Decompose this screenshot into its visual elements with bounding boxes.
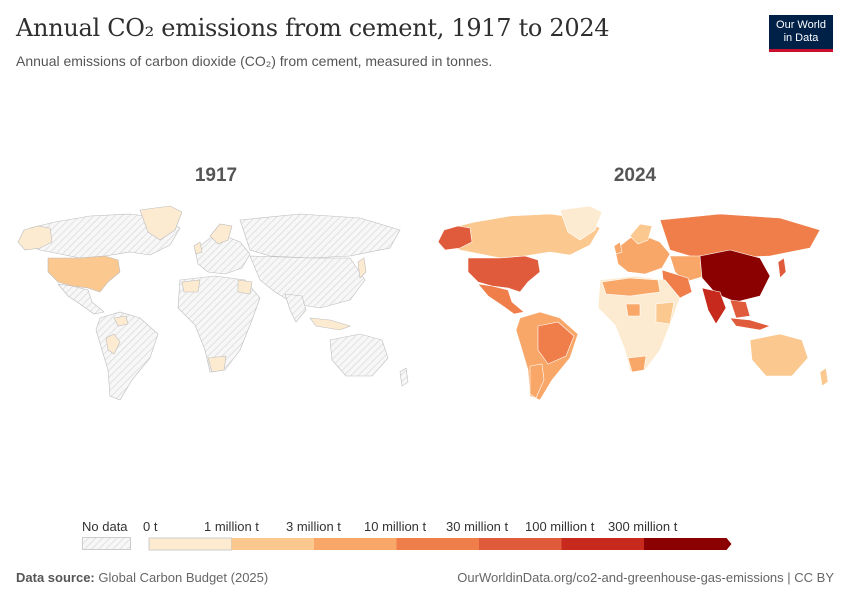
map-1917-south-africa[interactable] (207, 355, 227, 373)
map-2024-canada[interactable] (437, 213, 601, 259)
map-1917-mexico[interactable] (57, 283, 105, 315)
map-year-2024: 2024 (613, 165, 657, 186)
map-2024-southeast-asia[interactable] (729, 299, 751, 319)
map-1917-russia[interactable] (239, 213, 401, 259)
data-source: Data source: Global Carbon Budget (2025) (16, 570, 268, 585)
map-2024-alaska[interactable] (437, 225, 473, 251)
map-2024-scandinavia[interactable] (629, 223, 653, 245)
map-1917-australia[interactable] (329, 333, 389, 377)
world-map-1917 (17, 205, 409, 401)
map-2024-new-zealand[interactable] (819, 367, 829, 387)
map-1917-brazil[interactable] (105, 333, 121, 355)
map-2024-greenland[interactable] (559, 205, 603, 241)
map-1917-africa[interactable] (177, 275, 261, 373)
legend-swatch-1[interactable] (231, 538, 315, 550)
legend-bin-label-6: 300 million t (608, 519, 678, 534)
legend-swatch-0[interactable] (148, 537, 232, 551)
legend-no-data-swatch[interactable] (82, 537, 132, 551)
map-2024-russia[interactable] (659, 213, 821, 259)
source-url[interactable]: OurWorldinData.org/co2-and-greenhouse-ga… (457, 570, 834, 585)
map-2024-south-africa[interactable] (627, 355, 647, 373)
map-1917-north-africa[interactable] (181, 279, 201, 293)
legend-bin-label-1: 1 million t (204, 519, 259, 534)
map-1917-india[interactable] (284, 293, 307, 323)
logo-line-1: Our World (776, 19, 826, 31)
map-1917-alaska[interactable] (17, 225, 53, 251)
legend-swatch-2[interactable] (314, 538, 397, 550)
map-1917-new-zealand[interactable] (399, 367, 409, 387)
map-2024-africa[interactable] (597, 275, 681, 373)
data-source-label: Data source: (16, 570, 95, 585)
legend-swatch-6[interactable] (644, 538, 727, 550)
map-2024-north-africa[interactable] (601, 277, 661, 297)
map-2024-indonesia[interactable] (729, 317, 771, 331)
logo-line-2: in Data (783, 32, 819, 44)
map-1917-asia[interactable] (249, 255, 366, 309)
map-1917-south-america[interactable] (95, 311, 159, 401)
map-1917-egypt[interactable] (237, 279, 253, 295)
map-2024-japan[interactable] (777, 257, 787, 279)
map-2024-nigeria[interactable] (625, 303, 641, 317)
legend-swatch-3[interactable] (396, 538, 480, 550)
legend-bin-label-5: 100 million t (525, 519, 595, 534)
map-1917-canada[interactable] (17, 213, 181, 259)
legend-bin-label-4: 30 million t (446, 519, 509, 534)
map-1917-indonesia[interactable] (309, 317, 351, 331)
legend-arrow (726, 538, 732, 550)
map-1917-usa[interactable] (47, 255, 121, 293)
map-2024-uk[interactable] (613, 241, 623, 255)
map-2024-mexico[interactable] (477, 283, 525, 315)
map-2024-india[interactable] (701, 287, 727, 325)
legend-bin-label-3: 10 million t (364, 519, 427, 534)
color-legend: No data 0 t 1 million t 3 million t 10 m… (0, 515, 850, 555)
map-2024-australia[interactable] (749, 333, 809, 377)
map-2024-china[interactable] (699, 249, 771, 303)
map-2024-usa[interactable] (467, 255, 541, 293)
legend-bin-label-2: 3 million t (286, 519, 341, 534)
legend-color-bar (148, 537, 732, 551)
map-2024-argentina[interactable] (529, 363, 545, 399)
map-2024-brazil[interactable] (537, 321, 575, 365)
legend-swatch-5[interactable] (561, 538, 645, 550)
map-2024-east-africa[interactable] (655, 301, 675, 325)
map-1917-greenland[interactable] (139, 205, 183, 241)
owid-logo[interactable]: Our World in Data (769, 15, 833, 52)
world-map-2024 (437, 205, 829, 401)
legend-bin-label-0: 0 t (143, 519, 158, 534)
legend-no-data-label: No data (82, 519, 128, 534)
legend-swatch-4[interactable] (479, 538, 562, 550)
chart-subtitle: Annual emissions of carbon dioxide (CO₂)… (16, 53, 493, 69)
data-source-value[interactable]: Global Carbon Budget (2025) (98, 570, 269, 585)
map-1917-japan[interactable] (357, 257, 367, 279)
chart-title: Annual CO₂ emissions from cement, 1917 t… (16, 14, 610, 42)
map-1917-venezuela[interactable] (113, 315, 129, 327)
map-1917-uk[interactable] (193, 241, 203, 255)
map-1917-scandinavia[interactable] (209, 223, 233, 245)
map-year-1917: 1917 (194, 165, 238, 186)
